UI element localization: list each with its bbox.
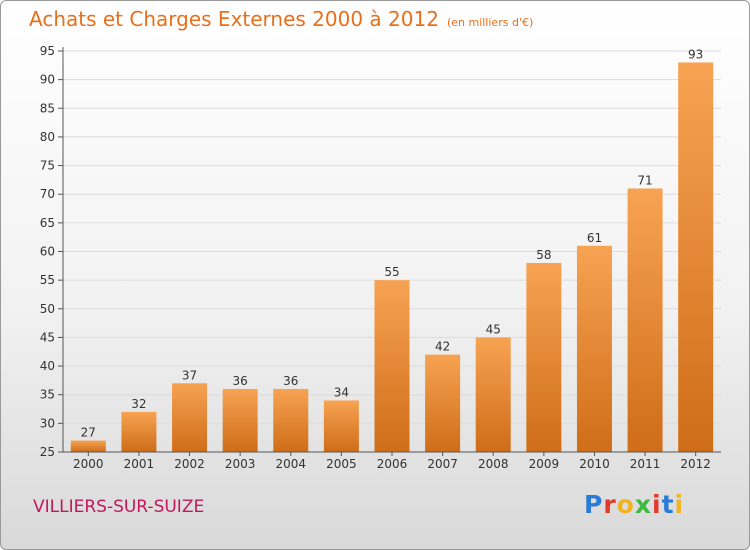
y-tick-label: 70 bbox=[40, 187, 55, 201]
y-tick-label: 65 bbox=[40, 216, 55, 230]
y-tick-label: 35 bbox=[40, 388, 55, 402]
chart-title-text: Achats et Charges Externes 2000 à 2012 bbox=[29, 7, 439, 31]
value-label: 58 bbox=[536, 248, 551, 262]
x-tick-label: 2008 bbox=[478, 457, 509, 471]
value-label: 27 bbox=[81, 426, 96, 440]
value-label: 37 bbox=[182, 368, 197, 382]
x-tick-label: 2001 bbox=[124, 457, 155, 471]
proxiti-logo[interactable]: Proxiti bbox=[584, 490, 685, 519]
value-label: 93 bbox=[688, 47, 703, 61]
axes: 25 30 35 40 45 50 55 60 65 70 75 80 85 90 95 2000 2001 20… bbox=[40, 44, 721, 471]
bar-2009 bbox=[526, 262, 562, 452]
bar-2002 bbox=[172, 383, 208, 452]
bar-2010 bbox=[576, 245, 612, 452]
y-tick-label: 40 bbox=[40, 359, 55, 373]
y-tick-label: 55 bbox=[40, 273, 55, 287]
bar-2007 bbox=[425, 354, 461, 452]
value-label: 36 bbox=[233, 374, 248, 388]
x-tick-label: 2004 bbox=[275, 457, 306, 471]
x-tick-label: 2005 bbox=[326, 457, 357, 471]
x-tick-label: 2012 bbox=[680, 457, 711, 471]
x-tick-label: 2000 bbox=[73, 457, 104, 471]
y-tick-label: 95 bbox=[40, 44, 55, 58]
x-tick-label: 2007 bbox=[427, 457, 458, 471]
x-tick-label: 2010 bbox=[579, 457, 610, 471]
chart-unit-label: (en milliers d'€) bbox=[446, 16, 534, 29]
bar-2012 bbox=[678, 62, 714, 452]
value-label: 34 bbox=[334, 385, 349, 399]
x-tick-label: 2006 bbox=[377, 457, 408, 471]
value-label: 61 bbox=[587, 231, 602, 245]
bars bbox=[70, 62, 714, 452]
y-tick-label: 30 bbox=[40, 416, 55, 430]
chart-title: Achats et Charges Externes 2000 à 2012 (e… bbox=[29, 7, 533, 31]
value-label: 42 bbox=[435, 340, 450, 354]
y-tick-label: 25 bbox=[40, 445, 55, 459]
y-tick-label: 45 bbox=[40, 330, 55, 344]
value-label: 55 bbox=[384, 265, 399, 279]
y-tick-label: 75 bbox=[40, 159, 55, 173]
y-tick-label: 50 bbox=[40, 302, 55, 316]
bar-2000 bbox=[70, 440, 106, 452]
bar-2011 bbox=[627, 188, 663, 452]
y-tick-label: 80 bbox=[40, 130, 55, 144]
commune-name: VILLIERS-SUR-SUIZE bbox=[33, 497, 205, 517]
x-tick-label: 2011 bbox=[630, 457, 661, 471]
value-label: 36 bbox=[283, 374, 298, 388]
x-tick-label: 2009 bbox=[529, 457, 560, 471]
bar-2008 bbox=[475, 337, 511, 452]
bar-2003 bbox=[222, 388, 258, 452]
bar-2004 bbox=[273, 388, 309, 452]
bar-2006 bbox=[374, 280, 410, 452]
x-tick-label: 2002 bbox=[174, 457, 205, 471]
value-label: 32 bbox=[131, 397, 146, 411]
y-tick-label: 85 bbox=[40, 101, 55, 115]
x-tick-label: 2003 bbox=[225, 457, 256, 471]
y-tick-label: 60 bbox=[40, 245, 55, 259]
bar-2001 bbox=[121, 411, 157, 452]
value-label: 45 bbox=[486, 322, 501, 336]
y-tick-label: 90 bbox=[40, 73, 55, 87]
labels: 27 32 37 36 36 34 55 42 45 58 61 71 93 bbox=[81, 47, 704, 439]
bar-2005 bbox=[323, 400, 359, 452]
value-label: 71 bbox=[637, 173, 652, 187]
